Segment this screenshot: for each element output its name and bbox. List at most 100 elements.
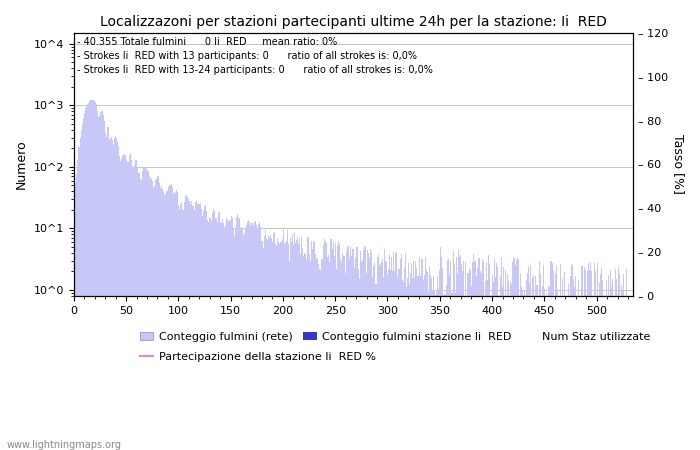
Bar xyxy=(486,263,487,450)
Y-axis label: Numero: Numero xyxy=(15,140,28,189)
Bar xyxy=(229,221,230,450)
Bar xyxy=(487,280,489,450)
Bar xyxy=(197,204,199,450)
Bar xyxy=(589,270,590,450)
Bar xyxy=(250,225,251,450)
Bar xyxy=(165,194,167,450)
Bar xyxy=(603,309,605,450)
Bar xyxy=(108,139,110,450)
Bar xyxy=(567,309,568,450)
Bar xyxy=(396,252,398,450)
Bar xyxy=(141,180,142,450)
Bar xyxy=(526,280,527,450)
Bar xyxy=(574,287,575,450)
Bar xyxy=(106,127,108,450)
Bar xyxy=(91,100,92,450)
Bar xyxy=(438,289,439,450)
Bar xyxy=(345,273,346,450)
Bar xyxy=(593,309,594,450)
Bar xyxy=(504,309,505,450)
Bar xyxy=(334,256,335,450)
Bar xyxy=(375,284,377,450)
Bar xyxy=(568,284,569,450)
Bar xyxy=(153,188,154,450)
Bar xyxy=(214,211,216,450)
Bar xyxy=(584,270,586,450)
Bar xyxy=(569,297,570,450)
Bar xyxy=(455,293,456,450)
Bar xyxy=(311,241,312,450)
Bar xyxy=(100,112,102,450)
Bar xyxy=(555,273,556,450)
Bar xyxy=(317,258,318,450)
Bar xyxy=(484,300,485,450)
Bar xyxy=(142,171,144,450)
Bar xyxy=(202,216,203,450)
Bar xyxy=(406,287,407,450)
Bar xyxy=(129,156,130,450)
Bar xyxy=(299,239,300,450)
Bar xyxy=(189,201,190,450)
Bar xyxy=(427,272,428,450)
Bar xyxy=(413,261,414,450)
Bar xyxy=(449,261,451,450)
Bar xyxy=(553,271,554,450)
Bar xyxy=(442,268,443,450)
Bar xyxy=(360,262,362,450)
Bar xyxy=(544,289,545,450)
Bar xyxy=(135,160,136,450)
Bar xyxy=(260,226,262,450)
Bar xyxy=(322,259,323,450)
Bar xyxy=(204,206,205,450)
Bar xyxy=(451,293,452,450)
Bar xyxy=(409,284,410,450)
Bar xyxy=(132,168,133,450)
Bar xyxy=(456,257,457,450)
Bar xyxy=(436,292,438,450)
Bar xyxy=(362,260,363,450)
Bar xyxy=(400,253,402,450)
Bar xyxy=(565,309,566,450)
Bar xyxy=(570,276,571,450)
Bar xyxy=(295,243,296,450)
Y-axis label: Tasso [%]: Tasso [%] xyxy=(672,135,685,194)
Bar xyxy=(280,243,281,450)
Bar xyxy=(207,220,208,450)
Bar xyxy=(265,230,266,450)
Bar xyxy=(617,303,618,450)
Bar xyxy=(395,253,396,450)
Bar xyxy=(302,248,303,450)
Bar xyxy=(139,173,140,450)
Bar xyxy=(591,271,592,450)
Bar xyxy=(627,304,629,450)
Bar xyxy=(520,274,521,450)
Bar xyxy=(119,156,120,450)
Bar xyxy=(312,249,313,450)
Bar xyxy=(394,271,395,450)
Bar xyxy=(559,264,561,450)
Bar xyxy=(370,249,371,450)
Bar xyxy=(258,224,260,450)
Bar xyxy=(144,168,146,450)
Bar xyxy=(549,287,550,450)
Bar xyxy=(405,253,406,450)
Bar xyxy=(290,242,292,450)
Bar xyxy=(208,222,209,450)
Bar xyxy=(517,258,518,450)
Bar xyxy=(554,309,555,450)
Bar xyxy=(319,269,320,450)
Bar xyxy=(253,226,254,450)
Bar xyxy=(222,219,223,450)
Bar xyxy=(309,261,311,450)
Bar xyxy=(443,295,444,450)
Bar xyxy=(392,271,393,450)
Bar xyxy=(216,221,218,450)
Bar xyxy=(621,285,622,450)
Bar xyxy=(288,261,290,450)
Bar xyxy=(264,236,265,450)
Bar xyxy=(527,273,528,450)
Bar xyxy=(597,263,598,450)
Bar xyxy=(82,124,83,450)
Bar xyxy=(426,269,427,450)
Bar xyxy=(211,221,212,450)
